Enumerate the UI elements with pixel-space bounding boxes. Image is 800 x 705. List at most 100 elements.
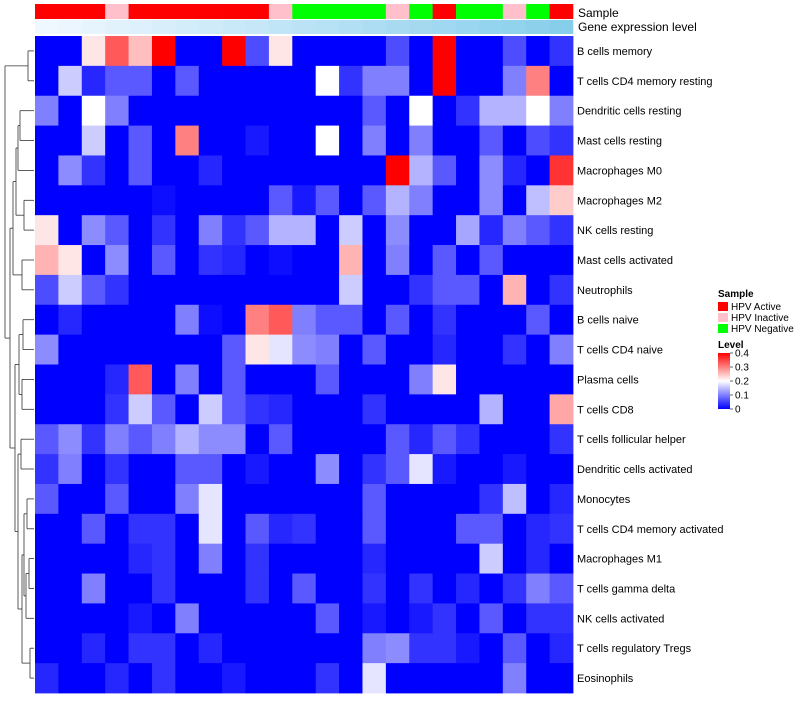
- heatmap-cell: [432, 95, 457, 126]
- heatmap-cell: [268, 394, 293, 425]
- heatmap-cell: [245, 274, 270, 306]
- heatmap-cell: [526, 304, 551, 336]
- heatmap-cell: [479, 573, 504, 604]
- heatmap-cell: [385, 454, 410, 485]
- heatmap-cell: [479, 125, 504, 156]
- heatmap-cell: [268, 215, 293, 246]
- expression-annotation-cell: [315, 20, 340, 34]
- heatmap-cell: [58, 633, 83, 664]
- heatmap-cell: [151, 185, 176, 216]
- heatmap-cell: [502, 603, 527, 634]
- heatmap-cell: [245, 633, 270, 664]
- heatmap-cell: [385, 633, 410, 664]
- legend-label-hpv-negative: HPV Negative: [731, 324, 794, 335]
- legend-swatch-hpv-inactive: [718, 313, 728, 322]
- heatmap-cell: [385, 334, 410, 365]
- legend-level-tick-label: 0.1: [735, 391, 749, 402]
- heatmap-cell: [409, 334, 434, 365]
- heatmap-cell: [339, 65, 363, 97]
- heatmap-cell: [292, 215, 317, 246]
- heatmap-cell: [105, 483, 129, 515]
- heatmap-cell: [456, 125, 480, 156]
- heatmap-cell: [105, 334, 129, 365]
- heatmap-cell: [549, 304, 574, 336]
- heatmap-cell: [479, 215, 504, 246]
- heatmap-cell: [362, 424, 387, 455]
- heatmap-cell: [385, 364, 410, 395]
- heatmap-cell: [339, 334, 363, 365]
- row-dendrogram: [4, 50, 34, 679]
- row-labels: B cells memory T cells CD4 memory resting…: [577, 46, 724, 685]
- heatmap-cell: [35, 125, 59, 156]
- heatmap-cell: [268, 454, 293, 485]
- heatmap-cell: [432, 334, 457, 365]
- heatmap-cell: [175, 65, 200, 97]
- heatmap-cell: [456, 334, 480, 365]
- heatmap-cell: [128, 633, 153, 664]
- heatmap-cell: [58, 543, 83, 574]
- heatmap-cell: [222, 364, 246, 395]
- heatmap-cell: [385, 543, 410, 574]
- heatmap-cell: [315, 334, 340, 365]
- heatmap-cell: [175, 454, 200, 485]
- heatmap-cell: [151, 364, 176, 395]
- heatmap-cell: [315, 573, 340, 604]
- heatmap-cell: [432, 424, 457, 455]
- heatmap-cell: [245, 155, 270, 186]
- row-label: T cells regulatory Tregs: [577, 643, 692, 655]
- heatmap-cell: [456, 663, 480, 694]
- heatmap-cell: [315, 603, 340, 634]
- heatmap-cell: [502, 215, 527, 246]
- heatmap-cell: [409, 663, 434, 694]
- heatmap-cell: [58, 65, 83, 97]
- heatmap-cell: [292, 334, 317, 365]
- heatmap-cell: [222, 454, 246, 485]
- heatmap-cell: [268, 36, 293, 67]
- heatmap-cell: [175, 125, 200, 156]
- heatmap-cell: [151, 513, 176, 545]
- heatmap-cell: [315, 364, 340, 395]
- legend-level: Level 0.4 0.3 0.2 0.1 0: [718, 340, 749, 416]
- heatmap-cell: [128, 274, 153, 306]
- heatmap-cell: [35, 394, 59, 425]
- heatmap-cell: [35, 424, 59, 455]
- heatmap-cell: [128, 543, 153, 574]
- heatmap-cell: [339, 454, 363, 485]
- heatmap-cell: [128, 304, 153, 336]
- heatmap-cell: [432, 454, 457, 485]
- heatmap-cell: [456, 155, 480, 186]
- heatmap-cell: [432, 364, 457, 395]
- heatmap-cell: [339, 603, 363, 634]
- heatmap-cell: [456, 36, 480, 67]
- heatmap-cell: [409, 215, 434, 246]
- heatmap-cell: [432, 304, 457, 336]
- heatmap-cell: [245, 663, 270, 694]
- heatmap-cell: [222, 185, 246, 216]
- heatmap-cell: [549, 483, 574, 515]
- sample-annotation-cell: [479, 4, 504, 19]
- heatmap-cell: [315, 125, 340, 156]
- heatmap-cell: [315, 394, 340, 425]
- heatmap-cell: [175, 543, 200, 574]
- row-label: B cells memory: [577, 46, 653, 58]
- heatmap-cell: [292, 573, 317, 604]
- heatmap-cell: [292, 394, 317, 425]
- heatmap-cell: [479, 155, 504, 186]
- heatmap-cell: [128, 424, 153, 455]
- expression-annotation-cell: [385, 20, 410, 34]
- heatmap-cell: [222, 483, 246, 515]
- heatmap-cell: [385, 424, 410, 455]
- heatmap-cell: [151, 573, 176, 604]
- heatmap-cell: [526, 274, 551, 306]
- heatmap-cell: [58, 454, 83, 485]
- heatmap-cell: [292, 483, 317, 515]
- legend-level-ticks: 0.4 0.3 0.2 0.1 0: [730, 349, 749, 416]
- heatmap-cell: [456, 65, 480, 97]
- heatmap-cell: [58, 304, 83, 336]
- heatmap-cell: [432, 65, 457, 97]
- heatmap-cell: [128, 185, 153, 216]
- heatmap-cell: [502, 185, 527, 216]
- heatmap-cell: [456, 513, 480, 545]
- sample-annotation-cell: [385, 4, 410, 19]
- heatmap-cell: [105, 394, 129, 425]
